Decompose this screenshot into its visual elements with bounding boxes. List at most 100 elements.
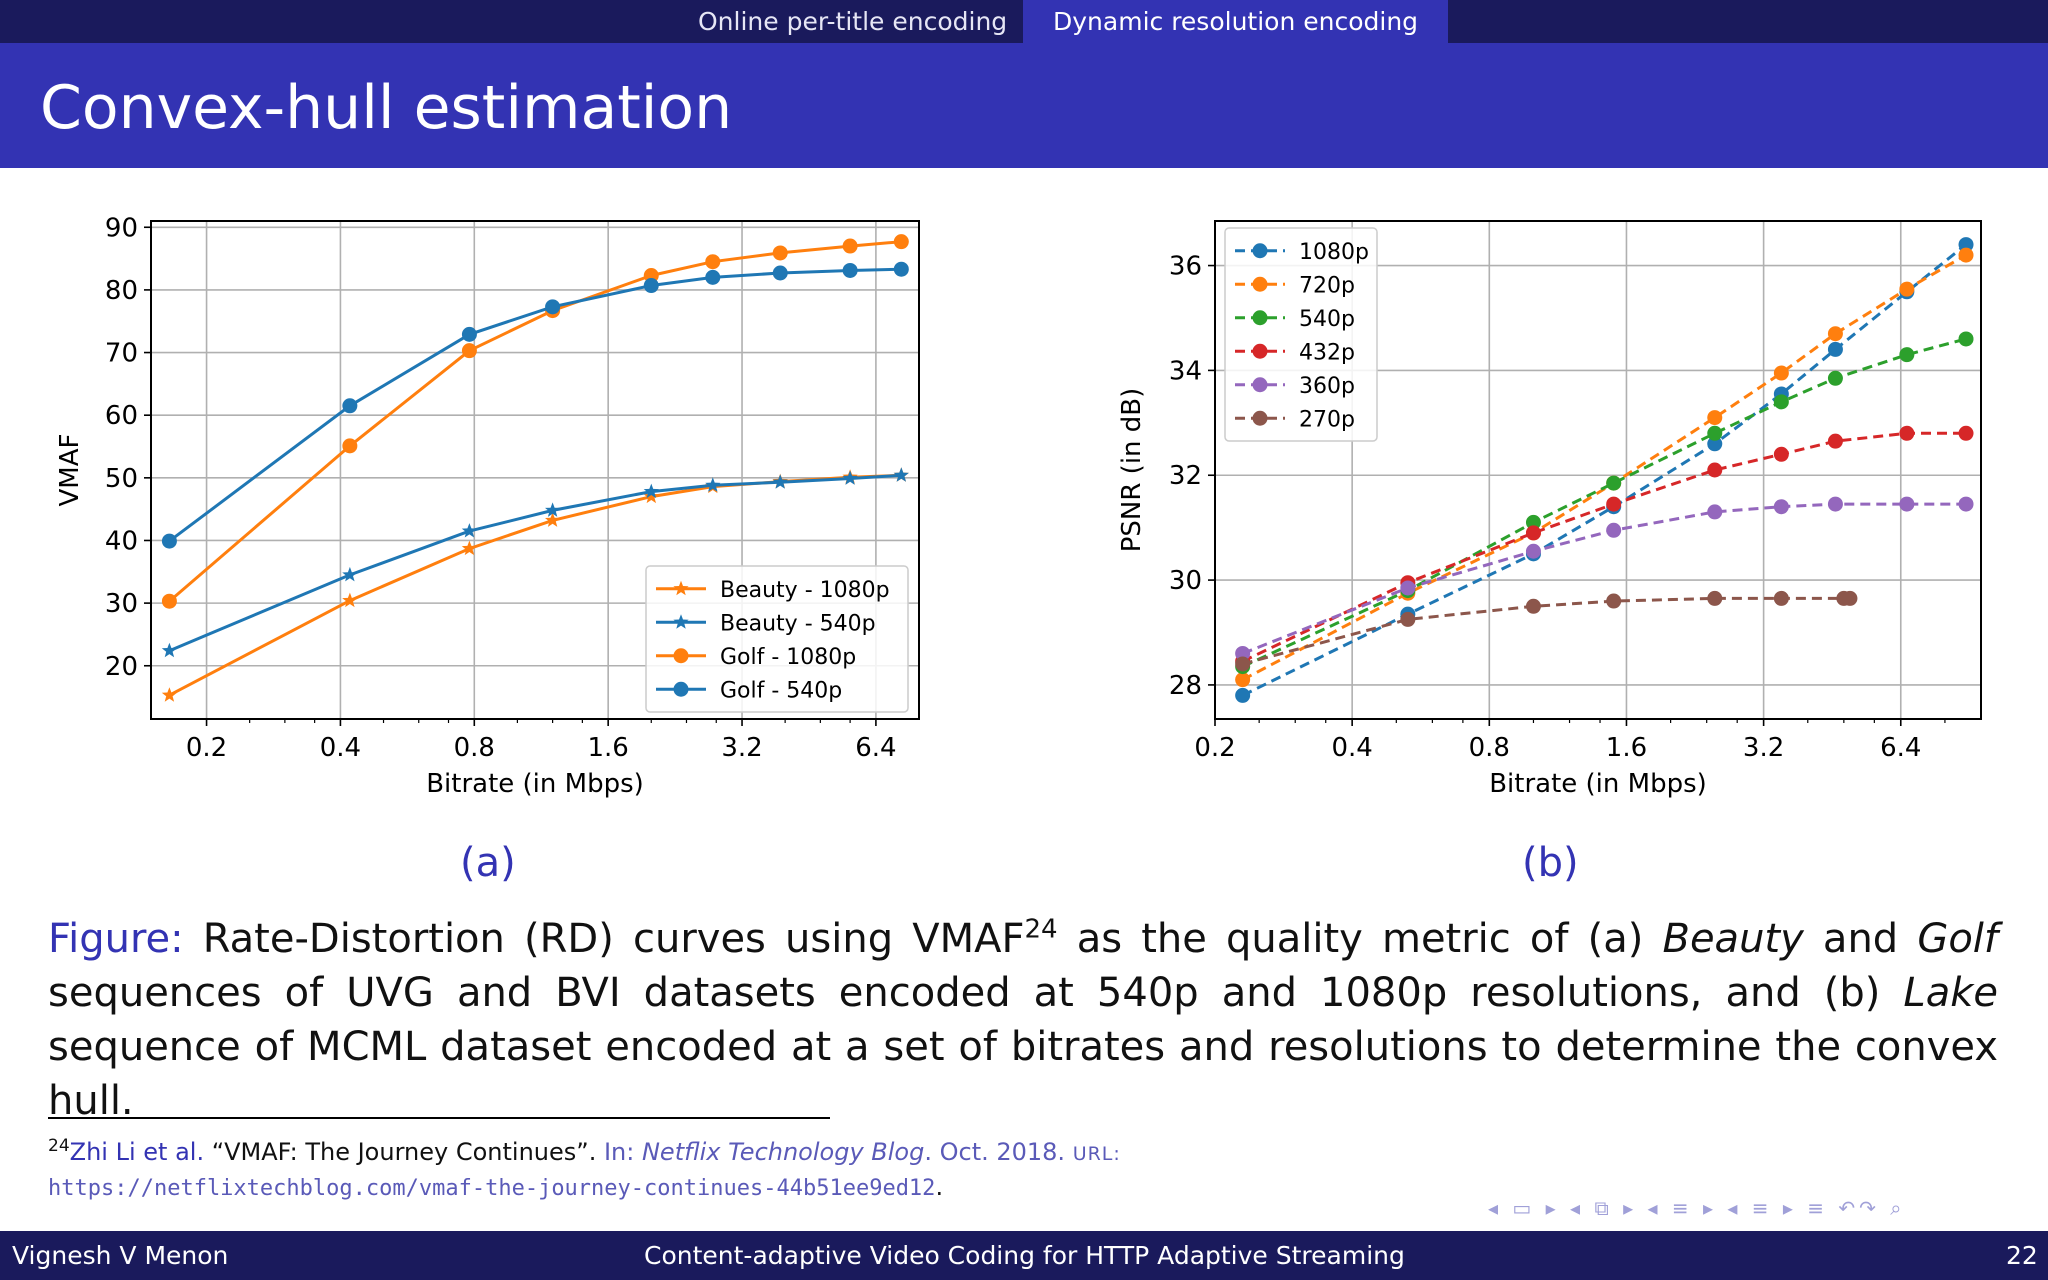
data-point <box>673 580 689 596</box>
data-point <box>161 642 177 658</box>
data-point <box>342 566 358 582</box>
series-line <box>168 240 902 603</box>
data-point <box>1958 331 1974 347</box>
data-point <box>1400 580 1416 596</box>
data-point <box>1827 496 1843 512</box>
series-432p <box>1235 425 1974 669</box>
data-point <box>1899 425 1915 441</box>
legend-label: 720p <box>1299 273 1355 298</box>
footnote-title: “VMAF: The Journey Continues”. <box>204 1138 604 1166</box>
y-tick-label: 32 <box>1169 461 1202 491</box>
x-tick-label: 0.4 <box>320 733 361 763</box>
data-point <box>1827 370 1843 386</box>
legend: Beauty - 1080p Beauty - 540p Golf - 1080p G… <box>645 565 909 713</box>
y-tick-label: 30 <box>1169 566 1202 596</box>
top-navigation-bar: Online per-title encoding Dynamic resolu… <box>0 0 2048 43</box>
data-point <box>1252 343 1268 359</box>
data-point <box>1773 394 1789 410</box>
y-axis-label: VMAF <box>55 434 85 507</box>
data-point <box>1235 645 1251 661</box>
footnote-journal: Netflix Technology Blog <box>641 1138 925 1166</box>
beamer-navigation-icons[interactable]: ◂ ▭ ▸ ◂ ⧉ ▸ ◂ ≡ ▸ ◂ ≡ ▸ ≡ ↶↷ ⌕ <box>1488 1196 1906 1220</box>
vmaf-rd-chart: 0.2 0.4 0.8 1.6 3.2 6.4 20 30 40 50 60 70 80 90 Bitrat… <box>55 213 920 799</box>
data-point <box>705 477 721 492</box>
legend-label: 360p <box>1299 374 1355 399</box>
x-tick-label: 3.2 <box>721 733 762 763</box>
data-point <box>673 681 689 697</box>
series-line <box>1242 596 1850 666</box>
data-point <box>893 467 909 482</box>
data-point <box>1773 590 1789 606</box>
data-point <box>342 438 358 454</box>
legend-label: Golf - 1080p <box>720 645 856 670</box>
footnote-ref[interactable]: 24 <box>1024 914 1058 945</box>
footnote-url-link[interactable]: https://netflixtechblog.com/vmaf-the-jou… <box>48 1176 936 1201</box>
section-tab-dynamic-resolution[interactable]: Dynamic resolution encoding <box>1023 0 1449 43</box>
y-tick-label: 30 <box>105 589 138 619</box>
y-tick-label: 28 <box>1169 671 1202 701</box>
data-point <box>1707 410 1723 426</box>
caption-text: sequence of MCML dataset encoded at a se… <box>48 1024 1998 1124</box>
data-point <box>1525 598 1541 614</box>
y-tick-label: 90 <box>105 213 138 243</box>
data-point <box>1525 543 1541 559</box>
data-point <box>1235 687 1251 703</box>
series-line <box>168 267 902 543</box>
footer-bar: Vignesh V Menon Content-adaptive Video C… <box>0 1231 2048 1280</box>
data-point <box>1606 496 1622 512</box>
title-bar: Convex-hull estimation <box>0 43 2048 168</box>
footnote-date: . Oct. 2018. <box>924 1138 1073 1166</box>
data-point <box>1707 436 1723 452</box>
x-tick-label: 0.8 <box>1469 733 1510 763</box>
data-point <box>161 687 177 702</box>
y-tick-label: 70 <box>105 339 138 369</box>
data-point <box>1842 590 1858 606</box>
legend-label: Beauty - 540p <box>720 611 876 636</box>
data-point <box>705 254 721 270</box>
data-point <box>673 648 689 664</box>
data-point <box>772 265 788 281</box>
data-point <box>1899 281 1915 297</box>
data-point <box>1606 522 1622 538</box>
data-point <box>1773 446 1789 462</box>
footer-talk-title: Content-adaptive Video Coding for HTTP A… <box>644 1241 1405 1270</box>
caption-text: sequences of UVG and BVI datasets encode… <box>48 970 1904 1016</box>
figure-caption: Figure: Rate-Distortion (RD) curves usin… <box>48 912 1998 1128</box>
data-point <box>1899 496 1915 512</box>
series-line <box>1242 337 1967 668</box>
y-axis-label: PSNR (in dB) <box>1117 388 1147 553</box>
footnote-author: Zhi Li et al. <box>69 1138 205 1166</box>
data-point <box>342 398 358 414</box>
footer-author: Vignesh V Menon <box>12 1241 229 1270</box>
footnote: 24Zhi Li et al. “VMAF: The Journey Conti… <box>48 1136 2008 1205</box>
data-point <box>1899 347 1915 363</box>
data-point <box>461 326 477 342</box>
series-beauty-540p <box>161 467 909 658</box>
legend-label: Beauty - 1080p <box>720 578 890 603</box>
data-point <box>893 234 909 250</box>
legend-label: 432p <box>1299 340 1355 365</box>
section-tab-online-per-title[interactable]: Online per-title encoding <box>698 7 1008 36</box>
data-point <box>161 533 177 549</box>
data-point <box>705 269 721 285</box>
data-point <box>1707 462 1723 478</box>
legend-label: 270p <box>1299 407 1355 432</box>
data-point <box>1606 593 1622 609</box>
data-point <box>1252 276 1268 292</box>
data-point <box>1958 496 1974 512</box>
data-point <box>1707 590 1723 606</box>
caption-emphasis: Beauty <box>1662 916 1804 962</box>
data-point <box>461 540 477 556</box>
data-point <box>1958 237 1974 253</box>
x-tick-label: 0.2 <box>186 733 227 763</box>
data-point <box>1252 310 1268 326</box>
caption-text: Rate-Distortion (RD) curves using VMAF <box>183 916 1025 962</box>
data-point <box>1707 504 1723 520</box>
data-point <box>772 245 788 261</box>
caption-emphasis: Golf <box>1917 916 1998 962</box>
data-point <box>643 488 659 504</box>
data-point <box>1400 611 1416 627</box>
data-point <box>1827 341 1843 357</box>
plot-frame <box>1214 220 1982 720</box>
footnote-number: 24 <box>48 1136 70 1156</box>
